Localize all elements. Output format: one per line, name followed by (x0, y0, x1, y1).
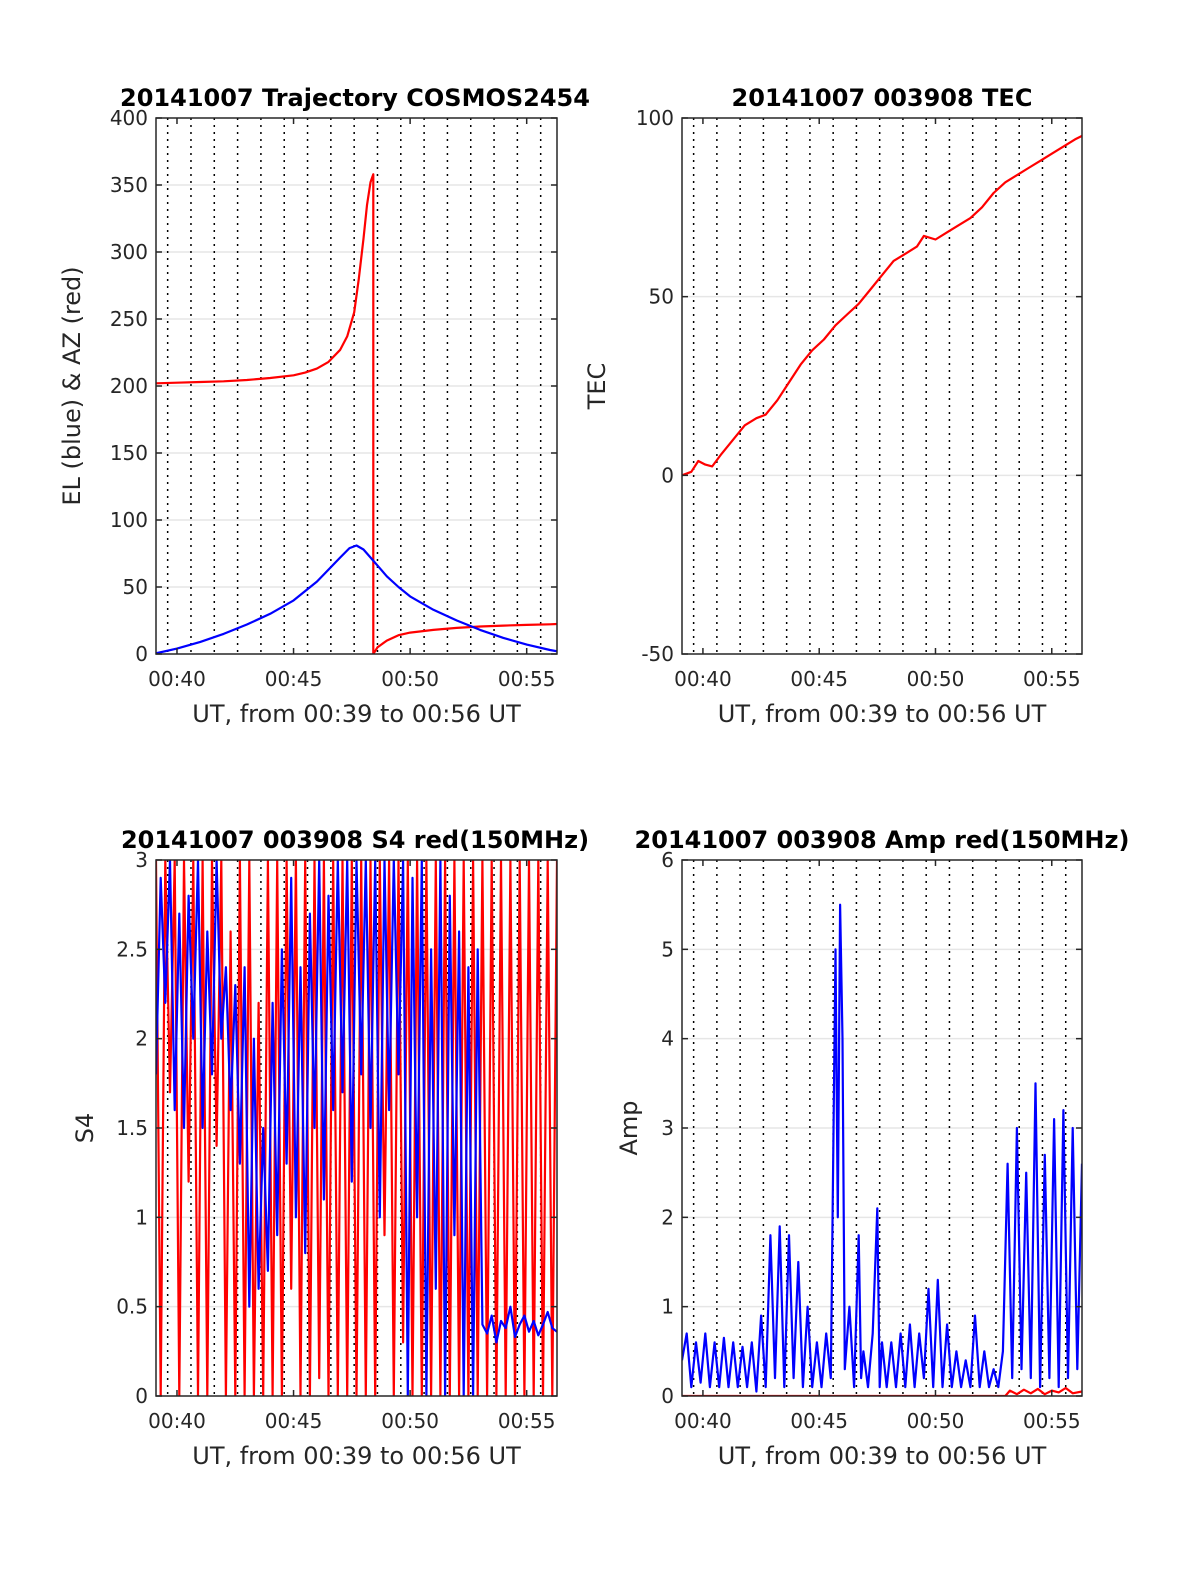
x-tick-label: 00:45 (790, 667, 848, 691)
y-tick-label: 3 (661, 1116, 674, 1140)
y-axis-label: Amp (615, 1100, 643, 1155)
y-tick-label: 2.5 (116, 937, 148, 961)
y-tick-label: 1 (135, 1205, 148, 1229)
y-axis-label: TEC (583, 363, 611, 411)
x-tick-label: 00:50 (381, 667, 439, 691)
x-axis-label: UT, from 00:39 to 00:56 UT (192, 1442, 521, 1470)
amp-chart: 0 1 2 3 4 5 6 00:40 00:45 00:50 00:55 20141007 0039… (615, 826, 1129, 1470)
chart-title: 20141007 003908 TEC (732, 84, 1033, 112)
tec-chart: -50 0 50 100 00:40 00:45 00:50 00:55 20141007 00… (583, 84, 1083, 728)
y-tick-label: 0 (135, 642, 148, 666)
x-tick-label: 00:45 (265, 1409, 323, 1433)
trajectory-chart: 0 50 100 150 200 250 300 350 400 00:40 00:45 00:50 0… (58, 84, 590, 728)
y-tick-label: 4 (661, 1027, 674, 1051)
y-tick-label: 100 (110, 508, 148, 532)
chart-title: 20141007 003908 S4 red(150MHz) (121, 826, 589, 854)
series-line-red (156, 860, 557, 1396)
y-tick-label: 250 (110, 307, 148, 331)
y-axis-label: S4 (71, 1113, 99, 1144)
y-tick-label: 150 (110, 441, 148, 465)
y-tick-label: 0 (135, 1384, 148, 1408)
x-tick-label: 00:40 (674, 1409, 732, 1433)
x-axis-label: UT, from 00:39 to 00:56 UT (718, 1442, 1047, 1470)
plot-frame (681, 117, 1083, 655)
y-tick-label: 1 (661, 1295, 674, 1319)
x-tick-label: 00:55 (498, 1409, 556, 1433)
x-tick-label: 00:55 (498, 667, 556, 691)
chart-title: 20141007 003908 Amp red(150MHz) (635, 826, 1130, 854)
x-tick-label: 00:50 (907, 667, 965, 691)
series-line-red (682, 134, 1082, 477)
x-tick-label: 00:40 (148, 1409, 206, 1433)
series-line-blue (156, 860, 557, 1396)
x-tick-label: 00:45 (790, 1409, 848, 1433)
y-tick-label: 200 (110, 374, 148, 398)
y-tick-label: 2 (135, 1027, 148, 1051)
y-tick-label: 50 (649, 285, 674, 309)
y-tick-label: 400 (110, 106, 148, 130)
series-line-red (682, 1386, 1082, 1396)
y-tick-label: 0 (661, 463, 674, 487)
y-tick-label: 100 (636, 106, 674, 130)
x-tick-label: 00:50 (907, 1409, 965, 1433)
y-tick-label: 2 (661, 1205, 674, 1229)
chart-title: 20141007 Trajectory COSMOS2454 (120, 84, 590, 112)
y-tick-label: 5 (661, 937, 674, 961)
y-tick-label: 1.5 (116, 1116, 148, 1140)
x-tick-label: 00:40 (148, 667, 206, 691)
series-line-red (156, 173, 557, 654)
y-tick-label: 350 (110, 173, 148, 197)
y-tick-label: 3 (135, 848, 148, 872)
x-axis-label: UT, from 00:39 to 00:56 UT (192, 700, 521, 728)
y-tick-label: 300 (110, 240, 148, 264)
x-tick-label: 00:50 (381, 1409, 439, 1433)
x-axis-label: UT, from 00:39 to 00:56 UT (718, 700, 1047, 728)
s4-chart: 0 0.5 1 1.5 2 2.5 3 00:40 00:45 00:50 00:55 2014100… (71, 826, 589, 1470)
y-tick-label: 0 (661, 1384, 674, 1408)
x-tick-label: 00:55 (1023, 667, 1081, 691)
series-line-blue (156, 544, 557, 654)
x-tick-label: 00:45 (265, 667, 323, 691)
y-tick-label: 50 (123, 575, 148, 599)
y-tick-label: 0.5 (116, 1295, 148, 1319)
x-tick-label: 00:55 (1023, 1409, 1081, 1433)
y-tick-label: 6 (661, 848, 674, 872)
x-tick-label: 00:40 (674, 667, 732, 691)
y-axis-label: EL (blue) & AZ (red) (58, 266, 86, 505)
series-line-blue (682, 903, 1082, 1393)
y-tick-label: -50 (641, 642, 674, 666)
